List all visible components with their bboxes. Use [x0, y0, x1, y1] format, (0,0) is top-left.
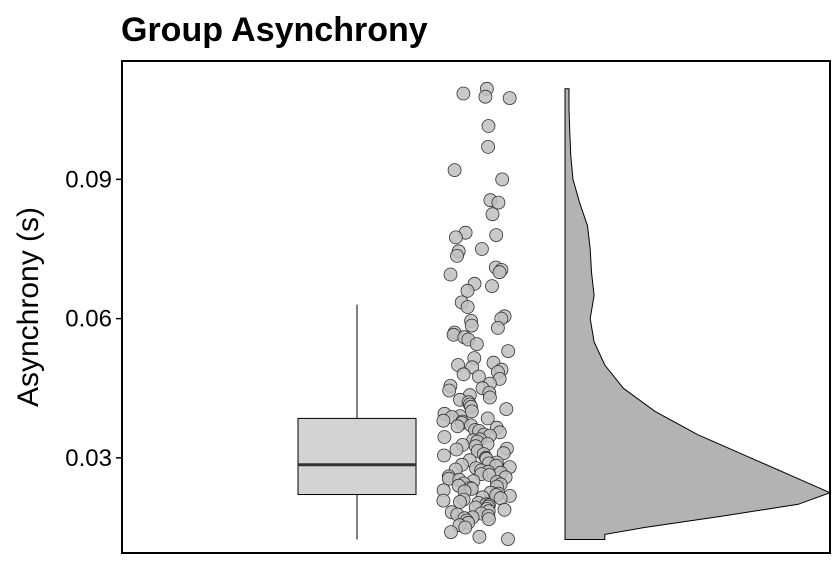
- y-axis-label: Asynchrony (s): [12, 207, 45, 407]
- data-point: [460, 283, 475, 298]
- data-point: [501, 344, 516, 359]
- data-point: [480, 411, 495, 426]
- data-point: [481, 119, 496, 133]
- data-point: [444, 525, 458, 539]
- data-point: [464, 318, 479, 333]
- data-point: [481, 139, 496, 154]
- data-point: [496, 446, 511, 461]
- data-point: [443, 267, 458, 282]
- data-point: [472, 529, 487, 544]
- data-point: [499, 402, 514, 417]
- jitter-points: [436, 81, 517, 546]
- data-point: [481, 512, 496, 526]
- data-point: [497, 502, 512, 517]
- data-point: [437, 430, 452, 444]
- data-point: [436, 413, 451, 428]
- data-point: [482, 390, 497, 405]
- y-tick-label: 0.09: [65, 166, 112, 193]
- data-point: [485, 279, 499, 294]
- data-point: [478, 89, 493, 104]
- data-point: [492, 265, 507, 280]
- data-point: [447, 163, 462, 178]
- y-axis: 0.03 0.06 0.09: [65, 166, 122, 472]
- y-tick-label: 0.06: [65, 306, 112, 333]
- data-point: [448, 230, 463, 245]
- boxplot-box: [297, 417, 417, 496]
- data-point: [474, 242, 489, 256]
- plot-frame: [121, 60, 831, 554]
- data-point: [501, 532, 515, 546]
- data-point: [456, 86, 471, 101]
- data-point: [437, 448, 451, 463]
- data-point: [442, 383, 457, 398]
- data-point: [485, 207, 500, 222]
- data-point: [458, 520, 473, 535]
- data-point: [490, 320, 505, 335]
- data-point: [502, 91, 517, 105]
- boxplot: [297, 304, 417, 540]
- data-point: [469, 337, 484, 352]
- data-point: [464, 404, 479, 419]
- data-point: [491, 195, 506, 210]
- data-point: [449, 442, 464, 457]
- data-point: [489, 228, 504, 243]
- density-half-violin: [564, 88, 832, 540]
- data-point: [460, 300, 475, 314]
- data-point: [436, 493, 451, 508]
- data-point: [493, 491, 508, 506]
- data-point: [456, 367, 471, 382]
- chart-title: Group Asynchrony: [121, 11, 428, 49]
- data-point: [495, 172, 510, 187]
- data-point: [450, 419, 465, 434]
- y-tick-label: 0.03: [65, 445, 112, 472]
- data-point: [450, 248, 464, 263]
- density-shape: [564, 88, 832, 540]
